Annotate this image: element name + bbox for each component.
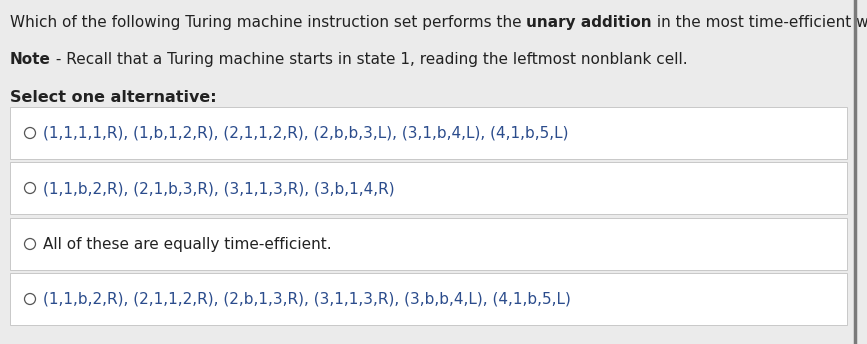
Text: All of these are equally time-efficient.: All of these are equally time-efficient. [43, 237, 331, 252]
Bar [10, 273, 847, 325]
Text: Select one alternative:: Select one alternative: [10, 90, 217, 105]
Text: - Recall that a Turing machine starts in state 1, reading the leftmost nonblank : - Recall that a Turing machine starts in… [51, 52, 688, 67]
Text: Note: Note [10, 52, 51, 67]
Bar [10, 107, 847, 159]
Text: Which of the following Turing machine instruction set performs the: Which of the following Turing machine in… [10, 15, 526, 30]
Text: (1,1,b,2,R), (2,1,1,2,R), (2,b,1,3,R), (3,1,1,3,R), (3,b,b,4,L), (4,1,b,5,L): (1,1,b,2,R), (2,1,1,2,R), (2,b,1,3,R), (… [43, 292, 570, 307]
Bar [10, 218, 847, 270]
Text: in the most time-efficient way?: in the most time-efficient way? [652, 15, 867, 30]
Bar [10, 162, 847, 214]
Text: (1,1,1,1,R), (1,b,1,2,R), (2,1,1,2,R), (2,b,b,3,L), (3,1,b,4,L), (4,1,b,5,L): (1,1,1,1,R), (1,b,1,2,R), (2,1,1,2,R), (… [43, 126, 569, 141]
Text: (1,1,b,2,R), (2,1,b,3,R), (3,1,1,3,R), (3,b,1,4,R): (1,1,b,2,R), (2,1,b,3,R), (3,1,1,3,R), (… [43, 181, 394, 196]
Text: unary addition: unary addition [526, 15, 652, 30]
